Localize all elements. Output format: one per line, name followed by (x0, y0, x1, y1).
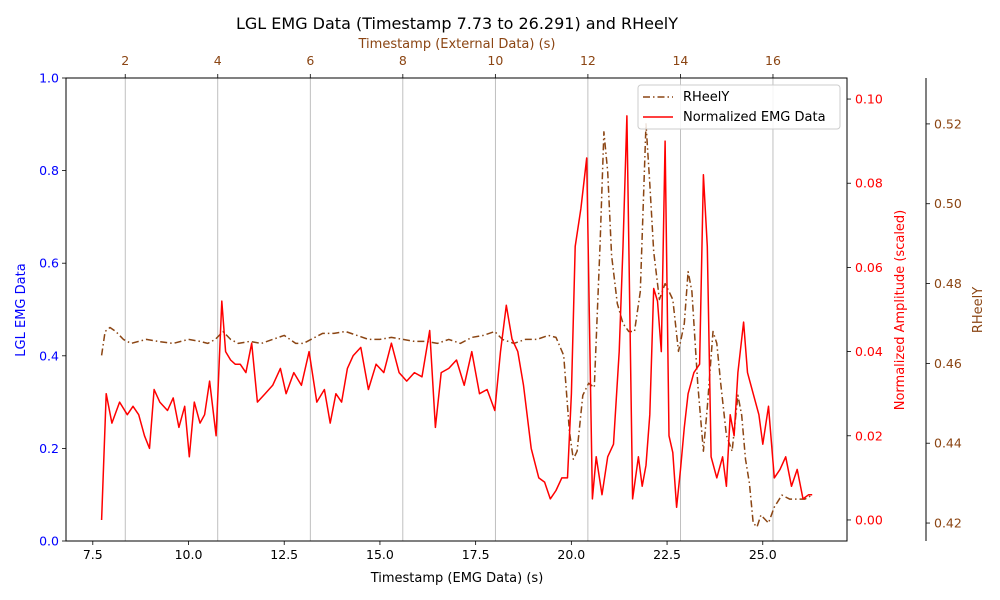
plot-frame (65, 77, 848, 542)
x-top-tick-label: 4 (214, 53, 222, 68)
legend: RHeelY Normalized EMG Data (637, 84, 841, 130)
top-axis-title: Timestamp (External Data) (s) (358, 37, 556, 52)
series-layer (100, 115, 813, 528)
y-right1-tick-label: 0.00 (855, 512, 883, 527)
y-axis-left-title: LGL EMG Data (14, 263, 29, 356)
x-tick-label: 25.0 (749, 547, 777, 562)
y-right2-tick-label: 0.42 (934, 516, 962, 531)
y-right1-tick-label: 0.02 (855, 428, 883, 443)
y-axis-right2-title: RHeelY (971, 287, 986, 333)
x-top-tick-label: 14 (672, 53, 688, 68)
emg-line (100, 115, 813, 521)
y-left-tick-label: 0.4 (39, 348, 59, 363)
chart-title: LGL EMG Data (Timestamp 7.73 to 26.291) … (236, 14, 678, 33)
x-tick-label: 17.5 (462, 547, 490, 562)
x-axis-title: Timestamp (EMG Data) (s) (370, 571, 544, 586)
y-right1-tick-label: 0.10 (855, 92, 883, 107)
y-right2-tick-label: 0.50 (934, 196, 962, 211)
y-right2-tick-label: 0.44 (934, 436, 962, 451)
legend-label-emg: Normalized EMG Data (683, 110, 826, 125)
x-top-tick-label: 16 (765, 53, 781, 68)
y-left-tick-label: 0.8 (39, 163, 59, 178)
x-tick-label: 20.0 (557, 547, 585, 562)
grid (124, 78, 774, 541)
legend-box (637, 84, 841, 130)
x-tick-label: 12.5 (270, 547, 298, 562)
x-top-tick-label: 12 (580, 53, 596, 68)
y-left-tick-label: 1.0 (39, 71, 59, 86)
rheely-line (100, 123, 813, 528)
x-top-tick-label: 10 (487, 53, 503, 68)
y-right1-tick-label: 0.08 (855, 176, 883, 191)
axes: 2 4 6 8 10 12 14 16 7.5 10.0 12.5 15.0 17.5 20.0 22.5 2… (39, 53, 962, 562)
x-tick-label: 22.5 (653, 547, 681, 562)
y-left-tick-label: 0.2 (39, 441, 59, 456)
x-tick-label: 10.0 (175, 547, 203, 562)
y-left-tick-label: 0.0 (39, 534, 59, 549)
y-right2-tick-label: 0.48 (934, 276, 962, 291)
x-tick-label: 7.5 (83, 547, 103, 562)
x-top-tick-label: 8 (399, 53, 407, 68)
x-top-tick-label: 6 (306, 53, 314, 68)
y-axis-right1-title: Normalized Amplitude (scaled) (893, 210, 908, 411)
y-right1-tick-label: 0.06 (855, 260, 883, 275)
y-right2-tick-label: 0.52 (934, 116, 962, 131)
legend-label-rheely: RHeelY (683, 90, 729, 105)
y-right1-tick-label: 0.04 (855, 344, 883, 359)
y-left-tick-label: 0.6 (39, 256, 59, 271)
x-tick-label: 15.0 (366, 547, 394, 562)
y-right2-tick-label: 0.46 (934, 356, 962, 371)
x-top-tick-label: 2 (121, 53, 129, 68)
